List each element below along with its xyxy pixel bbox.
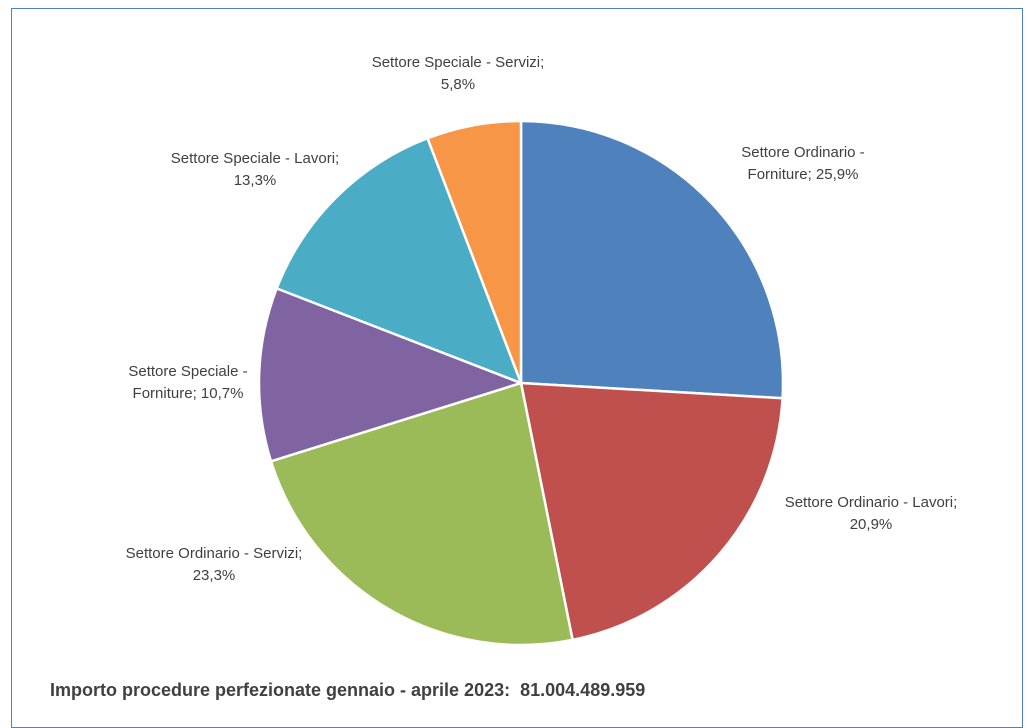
pie-slice	[519, 381, 784, 642]
slice-label: Settore Speciale - Servizi; 5,8%	[372, 54, 545, 93]
total-amount-label: Importo procedure perfezionate gennaio -…	[50, 680, 511, 700]
slice-labels: Settore Ordinario -Forniture; 25,9% Setto…	[126, 54, 958, 584]
total-amount-value: 81.004.489.959	[520, 680, 646, 700]
pie-chart: Settore Ordinario -Forniture; 25,9% Setto…	[126, 54, 958, 647]
slice-label: Settore Ordinario - Servizi; 23,3%	[126, 545, 303, 584]
pie-slice	[257, 287, 523, 463]
pie-slice	[426, 119, 523, 385]
pie-slice	[275, 136, 523, 385]
slice-label: Settore Speciale -Forniture; 10,7%	[128, 363, 247, 402]
slice-label: Settore Speciale - Lavori; 13,3%	[171, 150, 339, 189]
pie-slice	[519, 119, 785, 400]
total-amount-caption: Importo procedure perfezionate gennaio -…	[50, 680, 645, 701]
pie-slices	[257, 119, 785, 647]
pie-slice	[269, 381, 574, 647]
slice-label: Settore Ordinario - Lavori; 20,9%	[785, 494, 958, 533]
slice-label: Settore Ordinario -Forniture; 25,9%	[741, 144, 864, 183]
